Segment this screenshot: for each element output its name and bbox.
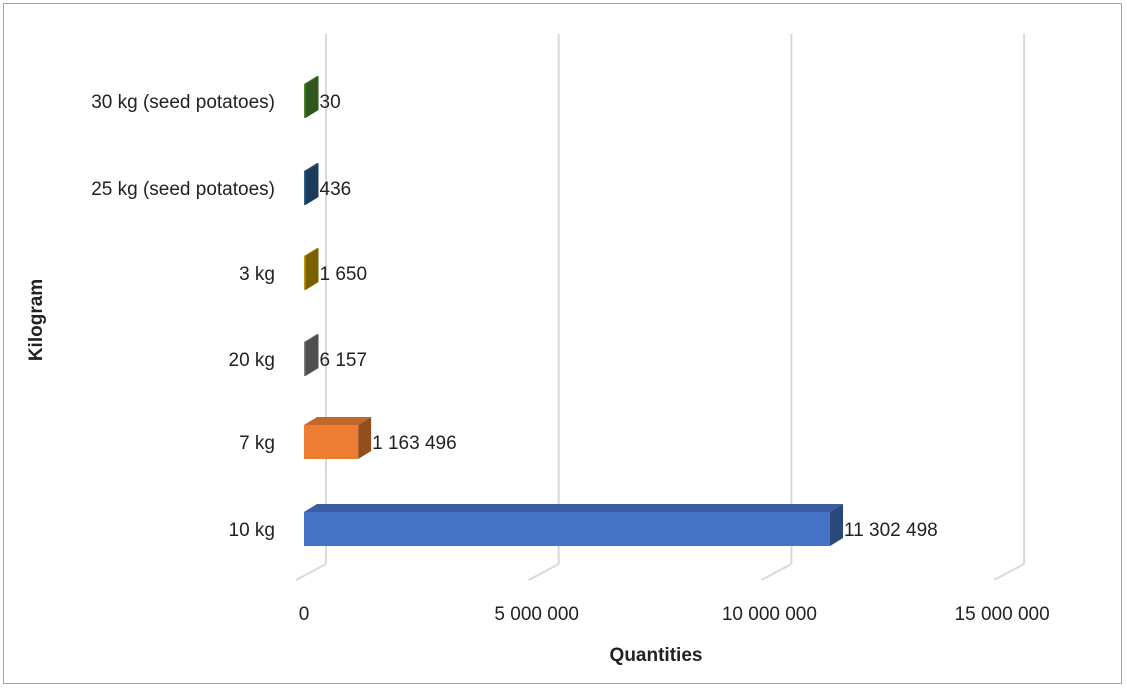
category-label: 7 kg xyxy=(239,433,275,454)
x-tick-label: 0 xyxy=(299,604,310,625)
data-label: 30 xyxy=(320,92,341,113)
x-tick-label: 10 000 000 xyxy=(722,604,817,625)
floor-tick xyxy=(295,563,327,581)
bar-side-face xyxy=(358,417,372,459)
category-label: 10 kg xyxy=(229,520,275,541)
bar xyxy=(304,163,319,205)
x-axis-title: Quantities xyxy=(610,645,703,666)
x-tick-label: 5 000 000 xyxy=(494,604,579,625)
category-label: 20 kg xyxy=(229,350,275,371)
bar-top-face xyxy=(304,417,372,425)
bar xyxy=(304,76,319,118)
y-axis-title: Kilogram xyxy=(26,279,47,361)
bar-front-face xyxy=(304,425,359,459)
bar-front-face xyxy=(304,171,306,205)
bar xyxy=(304,248,319,290)
data-label: 1 650 xyxy=(320,264,368,285)
bar-top-face xyxy=(304,163,319,171)
data-label: 1 163 496 xyxy=(372,433,457,454)
bar-front-face xyxy=(304,256,306,290)
labels: 0 5 000 000 10 000 000 15 000 000 11 302 498… xyxy=(91,92,1049,625)
bar xyxy=(304,417,372,459)
data-label: 11 302 498 xyxy=(844,520,938,541)
category-label: 25 kg (seed potatoes) xyxy=(91,179,275,200)
bar-side-face xyxy=(305,76,319,118)
floor-tick xyxy=(528,563,560,581)
bar xyxy=(304,334,319,376)
bar-chart: 0 5 000 000 10 000 000 15 000 000 11 302 498… xyxy=(26,34,1050,666)
x-tick-label: 15 000 000 xyxy=(955,604,1050,625)
bar-front-face xyxy=(304,84,306,118)
data-label: 6 157 xyxy=(320,350,368,371)
bar-top-face xyxy=(304,248,319,256)
data-label: 436 xyxy=(320,179,352,200)
bars xyxy=(304,76,844,546)
bar-side-face xyxy=(305,334,319,376)
chart-frame: 0 5 000 000 10 000 000 15 000 000 11 302 498… xyxy=(3,3,1122,684)
bar-side-face xyxy=(830,504,844,546)
floor-tick xyxy=(760,563,792,581)
bar-top-face xyxy=(304,504,844,512)
category-label: 3 kg xyxy=(239,264,275,285)
bar xyxy=(304,504,844,546)
bar-front-face xyxy=(304,342,306,376)
bar-side-face xyxy=(305,163,319,205)
bar-side-face xyxy=(305,248,319,290)
category-label: 30 kg (seed potatoes) xyxy=(91,92,275,113)
bar-top-face xyxy=(304,76,319,84)
floor-tick xyxy=(993,563,1025,581)
bar-front-face xyxy=(304,512,831,546)
bar-top-face xyxy=(304,334,319,342)
gridlines xyxy=(295,34,1026,581)
